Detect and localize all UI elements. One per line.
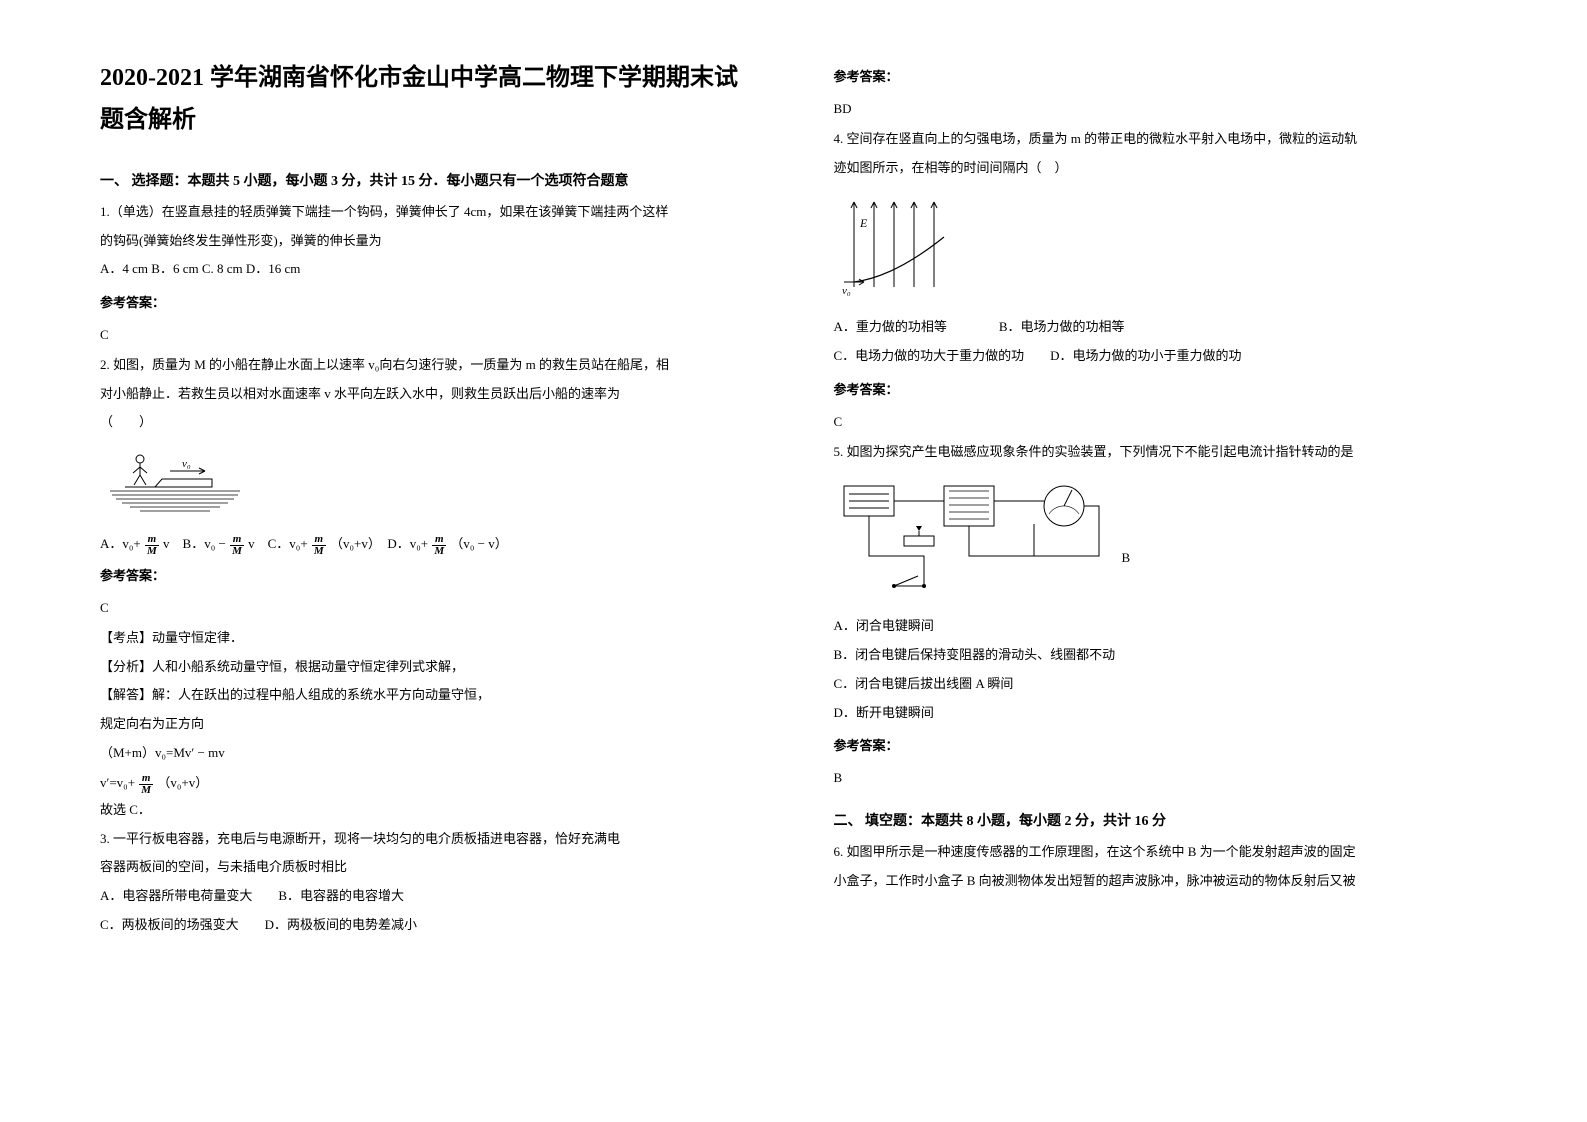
frac-m-M-1: mM bbox=[145, 534, 159, 557]
q2-ana6b: （v₀+v） bbox=[157, 775, 208, 790]
q2-figure: v₀ bbox=[100, 447, 774, 522]
q2-analysis-5: （M+m）v₀=Mv′ − mv bbox=[100, 741, 774, 766]
q4-figure: E v₀ bbox=[834, 192, 1508, 307]
right-column: 参考答案： BD 4. 空间存在竖直向上的匀强电场，质量为 m 的带正电的微粒水… bbox=[834, 60, 1508, 1082]
q4-answer: C bbox=[834, 414, 1508, 430]
frac-m-M-5: mM bbox=[139, 773, 153, 796]
frac-m-M-4: mM bbox=[432, 534, 446, 557]
svg-text:E: E bbox=[859, 216, 868, 230]
q5-optB: B．闭合电键后保持变阻器的滑动头、线圈都不动 bbox=[834, 643, 1508, 668]
q2-analysis-3: 【解答】解：人在跃出的过程中船人组成的系统水平方向动量守恒， bbox=[100, 683, 774, 708]
q4-optB: C．电场力做的功大于重力做的功 D．电场力做的功小于重力做的功 bbox=[834, 344, 1508, 369]
q4-stem-1: 4. 空间存在竖直向上的匀强电场，质量为 m 的带正电的微粒水平射入电场中，微粒… bbox=[834, 127, 1508, 152]
q2-answer: C bbox=[100, 600, 774, 616]
section2-heading: 二、 填空题：本题共 8 小题，每小题 2 分，共计 16 分 bbox=[834, 810, 1508, 830]
q1-stem-2: 的钩码(弹簧始终发生弹性形变)，弹簧的伸长量为 bbox=[100, 229, 774, 254]
q6-stem-1: 6. 如图甲所示是一种速度传感器的工作原理图，在这个系统中 B 为一个能发射超声… bbox=[834, 840, 1508, 865]
q3-stem-1: 3. 一平行板电容器，充电后与电源断开，现将一块均匀的电介质板插进电容器，恰好充… bbox=[100, 827, 774, 852]
q1-answer: C bbox=[100, 327, 774, 343]
q6-stem-2: 小盒子，工作时小盒子 B 向被测物体发出短暂的超声波脉冲，脉冲被运动的物体反射后… bbox=[834, 869, 1508, 894]
q2-optA-5: （v₀ − v） bbox=[450, 536, 507, 551]
q5-stem: 5. 如图为探究产生电磁感应现象条件的实验装置，下列情况下不能引起电流计指针转动… bbox=[834, 440, 1508, 465]
circuit-figure-svg bbox=[834, 476, 1114, 606]
q2-analysis-7: 故选 C． bbox=[100, 798, 774, 823]
q2-analysis-4: 规定向右为正方向 bbox=[100, 712, 774, 737]
q2-optA-3: v C．v₀+ bbox=[248, 536, 308, 551]
q4-ref-label: 参考答案： bbox=[834, 379, 1508, 398]
q1-stem-1: 1.（单选）在竖直悬挂的轻质弹簧下端挂一个钩码，弹簧伸长了 4cm，如果在该弹簧… bbox=[100, 200, 774, 225]
q3-answer: BD bbox=[834, 101, 1508, 117]
q5-optD: D．断开电键瞬间 bbox=[834, 701, 1508, 726]
q2-options: A．v₀+ mM v B．v₀ − mM v C．v₀+ mM （v₀+v） D… bbox=[100, 532, 774, 557]
q5-ref-label: 参考答案： bbox=[834, 735, 1508, 754]
left-column: 2020-2021 学年湖南省怀化市金山中学高二物理下学期期末试 题含解析 一、… bbox=[100, 60, 774, 1082]
q2-analysis-1: 【考点】动量守恒定律． bbox=[100, 626, 774, 651]
svg-text:v₀: v₀ bbox=[182, 458, 191, 470]
q2-stem-1: 2. 如图，质量为 M 的小船在静止水面上以速率 v₀向右匀速行驶，一质量为 m… bbox=[100, 353, 774, 378]
q4-stem-2: 迹如图所示，在相等的时间间隔内（ ） bbox=[834, 156, 1508, 181]
q5-answer: B bbox=[834, 770, 1508, 786]
q2-analysis-6: v′=v₀+ mM （v₀+v） bbox=[100, 771, 774, 796]
q3-ref-label: 参考答案： bbox=[834, 66, 1508, 85]
q3-stem-2: 容器两板间的空间，与未插电介质板时相比 bbox=[100, 855, 774, 880]
q5-optC: C．闭合电键后拔出线圈 A 瞬间 bbox=[834, 672, 1508, 697]
doc-title-line1: 2020-2021 学年湖南省怀化市金山中学高二物理下学期期末试 bbox=[100, 60, 774, 96]
svg-text:v₀: v₀ bbox=[842, 285, 851, 297]
q4-optA: A．重力做的功相等 B．电场力做的功相等 bbox=[834, 315, 1508, 340]
q5-figure: B bbox=[834, 476, 1508, 606]
section1-heading: 一、 选择题：本题共 5 小题，每小题 3 分，共计 15 分．每小题只有一个选… bbox=[100, 170, 774, 190]
q2-optA-4: （v₀+v） D．v₀+ bbox=[330, 536, 428, 551]
q2-stem-2: 对小船静止．若救生员以相对水面速率 v 水平向左跃入水中，则救生员跃出后小船的速… bbox=[100, 382, 774, 407]
q1-options: A．4 cm B．6 cm C. 8 cm D．16 cm bbox=[100, 257, 774, 282]
q5-fig-label: B bbox=[1122, 550, 1131, 566]
q3-optA: A．电容器所带电荷量变大 B．电容器的电容增大 bbox=[100, 884, 774, 909]
q2-optA-2: v B．v₀ − bbox=[163, 536, 226, 551]
q2-optA-pre: A．v₀+ bbox=[100, 536, 141, 551]
q2-analysis-2: 【分析】人和小船系统动量守恒，根据动量守恒定律列式求解， bbox=[100, 655, 774, 680]
doc-title-line2: 题含解析 bbox=[100, 102, 774, 138]
q3-optB: C．两极板间的场强变大 D．两极板间的电势差减小 bbox=[100, 913, 774, 938]
field-figure-svg: E v₀ bbox=[834, 192, 974, 302]
q1-ref-label: 参考答案： bbox=[100, 292, 774, 311]
q2-ana6a: v′=v₀+ bbox=[100, 775, 135, 790]
q2-stem-3: （ ） bbox=[100, 410, 774, 435]
frac-m-M-2: mM bbox=[230, 534, 244, 557]
frac-m-M-3: mM bbox=[312, 534, 326, 557]
q5-optA: A．闭合电键瞬间 bbox=[834, 614, 1508, 639]
q2-ref-label: 参考答案： bbox=[100, 565, 774, 584]
boat-figure-svg: v₀ bbox=[100, 447, 260, 517]
